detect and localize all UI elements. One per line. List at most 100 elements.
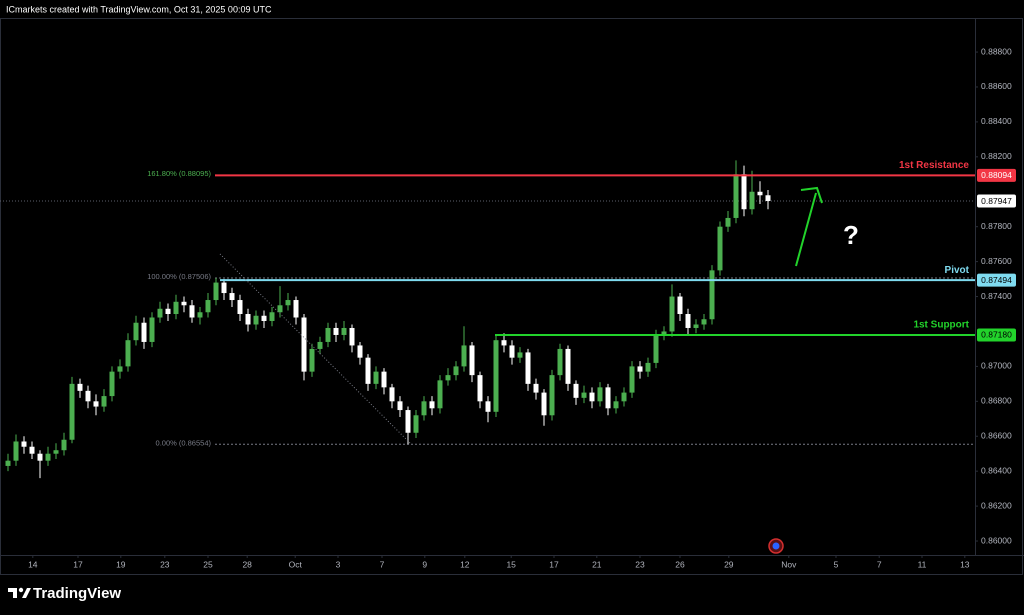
candle-body [517,352,523,358]
candle-body [765,195,771,202]
candle-body [509,345,515,358]
y-tick-label: 0.86800 [981,396,1012,406]
candle-body [629,366,635,393]
candle-body [501,340,507,346]
y-tick-label: 0.88400 [981,116,1012,126]
candle-body [85,390,91,402]
candle-body [21,441,27,447]
x-tick-label: 23 [635,559,645,569]
x-tick-label: 29 [724,559,734,569]
brand: TradingView [33,585,121,602]
candle-body [77,383,83,391]
candle-body [549,375,555,416]
candle-body [677,296,683,315]
candle-body [109,371,115,397]
level-name: 1st Support [913,320,969,331]
candle-body [645,362,651,372]
fib-label: 100.00% (0.87506) [147,272,211,281]
y-tick-label: 0.88600 [981,81,1012,91]
x-tick-label: 15 [506,559,516,569]
logo-dot [18,587,24,593]
y-tick-label: 0.86400 [981,465,1012,475]
candle-body [725,217,731,227]
candle-body [277,305,283,313]
candle-body [237,300,243,315]
y-tick-label: 0.86000 [981,535,1012,545]
candle-body [365,357,371,384]
x-tick-label: 28 [242,559,252,569]
price-box [977,194,1016,208]
candle-body [373,371,379,384]
candle-body [717,226,723,271]
candle-body [541,392,547,416]
current-price-label: 0.87947 [981,196,1012,206]
candle-body [613,401,619,409]
candle-body [461,345,467,367]
candle-body [93,401,99,407]
candle-body [189,305,195,318]
candle-body [173,301,179,315]
candle-body [701,319,707,325]
candle-body [125,340,131,367]
x-tick-label: Oct [289,559,303,569]
candle-body [101,396,107,407]
candle-body [397,401,403,411]
x-tick-label: 17 [549,559,559,569]
candle-body [293,300,299,318]
candle-body [29,446,35,454]
candle-body [557,348,563,376]
x-tick-label: Nov [781,559,797,569]
price-box [977,273,1016,287]
x-tick-label: 17 [73,559,83,569]
x-tick-label: 7 [380,559,385,569]
candle-body [733,174,739,218]
price-box-label: 0.87180 [981,330,1012,340]
candle-body [349,327,355,346]
arrow-head [800,186,823,204]
candle-body [565,348,571,384]
candle-body [285,300,291,306]
candle-body [333,327,339,335]
candle-body [525,352,531,384]
candle-body [709,270,715,320]
candle-body [389,387,395,402]
candle-body [485,401,491,412]
arrow [795,186,823,267]
candle-body [309,348,315,372]
candle-body [229,293,235,301]
y-tick-label: 0.88800 [981,46,1012,56]
candle-body [245,314,251,325]
candle-body [317,341,323,349]
annotation: ? [843,220,859,250]
candle-body [269,312,275,321]
x-tick-label: 7 [877,559,882,569]
x-tick-label: 14 [28,559,38,569]
candle-body [325,327,331,342]
candle-body [493,340,499,412]
candle-body [341,327,347,335]
price-box-label: 0.88094 [981,170,1012,180]
candle-body [469,345,475,376]
y-tick-label: 0.86200 [981,500,1012,510]
candle-body [621,392,627,402]
x-tick-label: 5 [834,559,839,569]
candle-body [149,317,155,342]
candle-body [453,366,459,376]
candle-body [157,308,163,318]
candle-body [253,315,259,325]
fib-label: 0.00% (0.86554) [156,438,212,447]
candle-body [165,308,171,315]
level-name: 1st Resistance [899,160,969,171]
candle-body [533,383,539,393]
candle-body [133,322,139,341]
x-tick-label: 25 [203,559,213,569]
logo-mark [8,588,17,598]
candle-body [693,324,699,328]
candle-body [405,410,411,433]
candle-body [581,392,587,398]
candle-body [573,383,579,398]
candle-body [589,392,595,402]
candle-body [13,441,19,461]
level-name: Pivot [945,265,970,276]
candle-body [445,375,451,381]
